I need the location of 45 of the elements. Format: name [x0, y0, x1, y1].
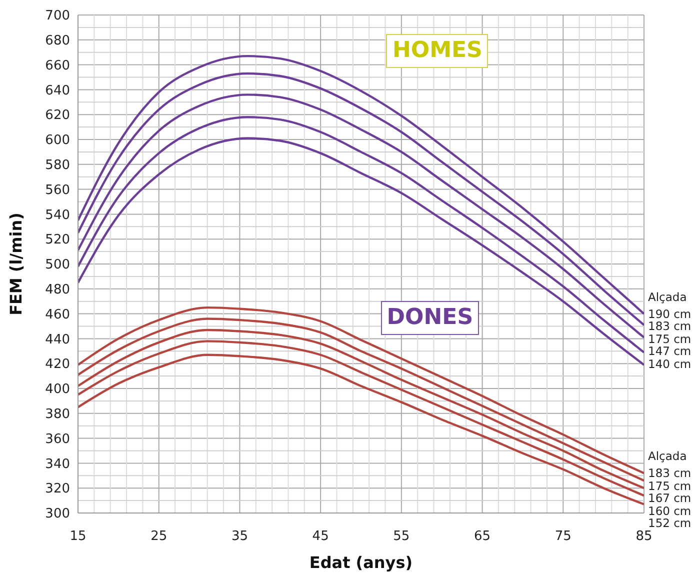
y-tick-label: 540	[45, 208, 70, 223]
x-tick-label: 75	[554, 529, 572, 544]
x-tick-label: 45	[312, 529, 329, 544]
text: Alçada	[648, 290, 687, 304]
x-tick-label: 85	[636, 529, 652, 544]
series-label: 175 cm	[648, 332, 692, 346]
series-label: 152 cm	[648, 516, 692, 530]
y-tick-label: 620	[45, 108, 70, 124]
y-tick-label: 680	[45, 34, 70, 49]
y-tick-label: 640	[45, 83, 70, 98]
y-tick-label: 380	[45, 407, 70, 422]
text: Alçada	[648, 449, 687, 464]
series-label: 175 cm	[648, 478, 692, 493]
series-label: 140 cm	[648, 356, 692, 371]
y-tick-label: 420	[45, 357, 70, 372]
x-tick-label: 55	[393, 529, 410, 544]
series-label: 160 cm	[648, 504, 692, 518]
y-tick-label: 660	[45, 58, 70, 74]
y-tick-label: 460	[45, 307, 70, 322]
x-axis-title: Edat (anys)	[309, 553, 413, 572]
series-label: 167 cm	[648, 491, 692, 506]
y-tick-label: 480	[45, 282, 70, 298]
x-tick-label: 15	[70, 529, 86, 544]
y-tick-label: 360	[45, 432, 70, 447]
y-tick-label: 340	[45, 456, 70, 472]
series-label: 190 cm	[648, 306, 692, 321]
y-tick-label: 580	[45, 158, 70, 174]
x-tick-label: 25	[150, 529, 168, 544]
y-tick-label: 560	[45, 182, 70, 198]
y-tick-label: 300	[45, 506, 70, 522]
x-tick-label: 35	[231, 529, 248, 544]
annotation: DONES	[380, 301, 480, 336]
y-tick-label: 600	[45, 133, 70, 148]
y-tick-label: 400	[45, 382, 70, 398]
annotation: HOMES	[386, 34, 488, 68]
series-label: 147 cm	[648, 344, 692, 358]
y-tick-label: 500	[45, 258, 70, 273]
y-tick-label: 320	[45, 482, 70, 497]
y-axis-title: FEM (l/min)	[6, 212, 26, 316]
y-tick-label: 700	[45, 8, 70, 24]
series-label: 183 cm	[648, 319, 692, 334]
series-label: 183 cm	[648, 466, 692, 480]
y-tick-label: 520	[45, 232, 70, 248]
y-tick-label: 440	[45, 332, 70, 348]
x-tick-label: 65	[474, 529, 491, 544]
